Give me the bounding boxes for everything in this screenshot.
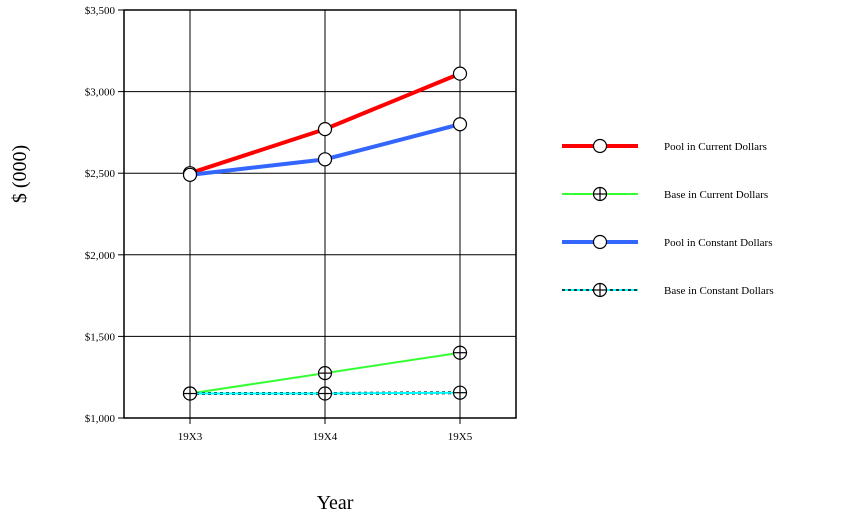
y-tick-label: $2,500 — [85, 168, 116, 180]
data-point-pool-in-current-dollars — [317, 122, 333, 137]
data-point-pool-in-current-dollars — [452, 66, 468, 81]
data-point-pool-in-constant-dollars — [317, 152, 333, 167]
x-tick-label: 19X5 — [448, 431, 473, 443]
legend-marker-icon — [592, 234, 608, 250]
data-point-base-in-constant-dollars — [452, 385, 468, 400]
legend-marker-icon — [592, 186, 608, 202]
series-markers — [182, 66, 468, 401]
legend-item: Pool in Constant Dollars — [562, 234, 772, 250]
y-tick-label: $1,000 — [85, 413, 116, 425]
y-axis-title: $ (000) — [9, 145, 31, 203]
legend-item: Pool in Current Dollars — [562, 138, 767, 154]
legend-marker-icon — [592, 282, 608, 298]
data-point-base-in-constant-dollars — [182, 386, 198, 401]
y-tick-label: $3,500 — [85, 5, 116, 17]
legend-label: Pool in Current Dollars — [664, 141, 767, 153]
data-point-base-in-current-dollars — [317, 366, 333, 381]
x-tick-label: 19X4 — [313, 431, 338, 443]
legend-item: Base in Constant Dollars — [562, 282, 774, 298]
x-tick-label: 19X3 — [178, 431, 203, 443]
axis-tick-labels: $1,000 $1,500 $2,000 $2,500 $3,000 $3,500 19X3… — [85, 5, 473, 443]
legend-label: Pool in Constant Dollars — [664, 237, 772, 249]
grid-lines — [118, 9, 517, 424]
data-point-base-in-constant-dollars — [317, 386, 333, 401]
data-point-base-in-current-dollars — [452, 345, 468, 360]
y-tick-label: $3,000 — [85, 87, 116, 99]
legend-label: Base in Constant Dollars — [664, 285, 774, 297]
data-point-pool-in-constant-dollars — [182, 167, 198, 182]
plot-frame — [123, 9, 517, 419]
x-axis-title: Year — [317, 492, 354, 514]
data-point-pool-in-constant-dollars — [452, 117, 468, 132]
legend-marker-icon — [592, 138, 608, 154]
y-tick-label: $2,000 — [85, 250, 116, 262]
legend-label: Base in Current Dollars — [664, 189, 768, 201]
legend: Pool in Current Dollars Base in Current D… — [562, 138, 774, 298]
y-tick-label: $1,500 — [85, 331, 116, 343]
legend-item: Base in Current Dollars — [562, 186, 768, 202]
